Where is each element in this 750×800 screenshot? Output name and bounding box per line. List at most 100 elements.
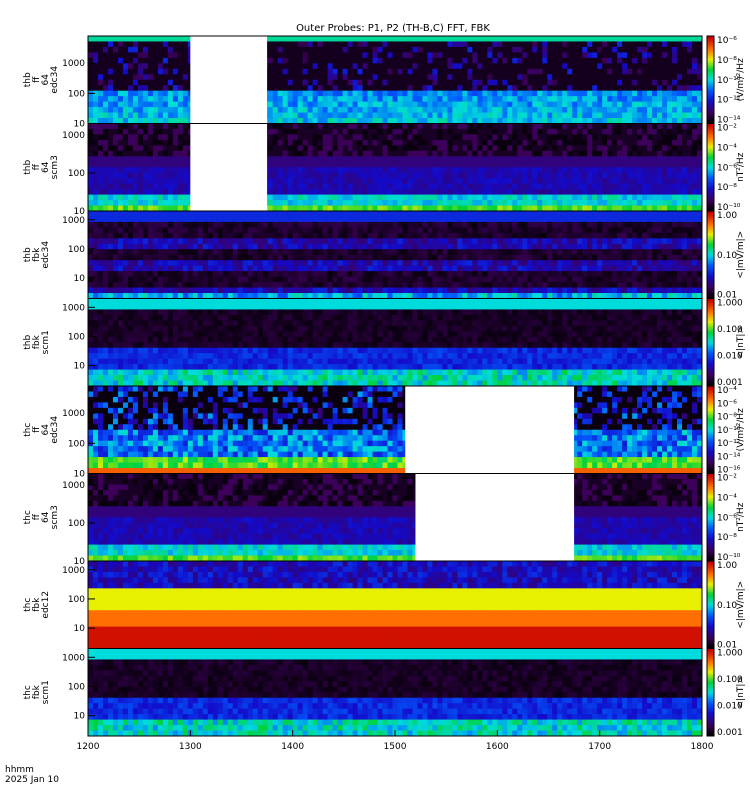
panel-label-line: 64 [41,74,51,86]
panel-label-line: thb [23,72,33,87]
y-tick-label: 1000 [62,566,85,576]
y-tick-label: 10 [74,120,86,130]
panel-8: 10 100 1000 thcfbkscm1 0.001 0.010 0.100 1.000 <… [23,648,746,738]
panel-label-line: 64 [41,161,51,173]
panel-label-line: scm1 [41,330,51,354]
colorbar-tick-label: 0.100 [717,675,743,685]
heatmap-cells [88,648,703,737]
x-axis: 1200 1300 1400 1500 1600 1700 1800 [77,730,714,752]
colorbar-tick-label: 10⁻⁶ [717,399,737,409]
colorbar-tick-label: 10⁻⁸ [717,413,737,423]
y-tick-label: 10 [74,557,86,567]
colorbar-unit: nT²/Hz [736,502,746,532]
panel-label-line: thc [23,423,33,437]
colorbar-tick-label: 10⁻⁸ [717,183,737,193]
panel-label-line: scm3 [50,155,60,179]
colorbar-tick-label: 10⁻⁶ [717,163,737,173]
y-tick-label: 1000 [62,131,85,141]
panel-label-line: thc [23,685,33,699]
y-tick-label: 1000 [62,59,85,69]
panel-label: thbfbkscm1 [23,330,51,354]
colorbar-tick-label: 10⁻² [717,474,737,484]
data-gap [415,473,575,561]
colorbar-unit: <|mV/m|> [736,581,746,629]
colorbar: 0.001 0.010 0.100 1.000 <|nT|> [706,298,746,388]
colorbar-unit: nT²/Hz [736,152,746,182]
data-gap [405,386,575,474]
panel-label: thbff64edc34 [23,66,60,94]
colorbar-tick-label: 10⁻⁴ [717,143,737,153]
colorbar-unit: <|nT|> [736,676,746,708]
y-tick-label: 1000 [62,481,85,491]
colorbar-tick-label: 0.100 [717,325,743,335]
y-tick-label: 10 [74,362,86,372]
colorbar-unit: (V/m)²/Hz [736,408,746,451]
panel-label-line: thb [23,159,33,174]
data-gap [190,36,268,124]
colorbar-tick-label: 10⁻¹² [717,439,741,449]
colorbar-tick-label: 10⁻¹⁰ [717,553,741,563]
colorbar: 0.01 0.10 1.00 <|mV/m|> [706,560,746,651]
panel-4: 10 100 1000 thbfbkscm1 0.001 0.010 0.100 1.000 <… [23,298,746,388]
panel-label-line: thc [23,598,33,612]
data-gap [190,123,268,211]
panel-label-line: edc12 [41,591,51,619]
y-tick-label: 100 [68,89,85,99]
panel-label-line: thb [23,247,33,262]
colorbar: 10⁻¹⁶ 10⁻¹⁴ 10⁻¹² 10⁻¹⁰ 10⁻⁸ 10⁻⁶ 10⁻⁴ (V/m)²/H… [706,385,746,476]
panel-label-line: scm1 [41,680,51,704]
y-tick-label: 1000 [62,303,85,313]
y-tick-label: 1000 [62,216,85,226]
heatmap-cells [88,473,703,562]
panel-6: 101001000thcff64scm310⁻¹⁰10⁻⁸10⁻⁶10⁻⁴10⁻… [23,473,746,567]
heatmap-cells [88,386,703,474]
panel-label-line: 64 [41,424,51,436]
y-tick-label: 10 [74,470,86,480]
figure-title: Outer Probes: P1, P2 (TH-B,C) FFT, FBK [296,23,490,34]
date-label: 2025 Jan 10 [5,775,59,785]
x-tick-label: 1400 [281,742,304,752]
heatmap-cells [88,561,703,649]
panel-7: 10 100 1000 thcfbkedc12 0.01 0.10 1.00 <|mV/m|> [23,560,746,651]
colorbar-tick-label: 10⁻¹⁰ [717,426,741,436]
colorbar-tick-label: 0.010 [717,702,743,712]
panel-label-line: edc34 [50,416,60,444]
panel-label: thbfbkedc34 [23,241,51,269]
colorbar: 10⁻¹⁰ 10⁻⁸ 10⁻⁶ 10⁻⁴ 10⁻² nT²/Hz [706,473,746,563]
y-tick-label: 10 [74,207,86,217]
colorbar-unit: (V/m)²/Hz [736,58,746,101]
heatmap-cells [88,298,703,387]
colorbar-tick-label: 10⁻⁴ [717,386,737,396]
panel-label: thcfbkscm1 [23,680,51,704]
colorbar-tick-label: 10⁻¹⁰ [717,203,741,213]
y-tick-label: 1000 [62,653,85,663]
colorbar-tick-label: 10⁻¹⁶ [717,466,741,476]
colorbar-tick-label: 10⁻⁸ [717,56,737,66]
y-tick-label: 10 [74,712,86,722]
colorbar-tick-label: 10⁻¹⁴ [717,116,741,126]
y-tick-label: 100 [68,169,85,179]
panel-stack: 101001000thbff64edc3410⁻¹⁴10⁻¹²10⁻¹⁰10⁻⁸… [23,35,746,738]
panel-label-line: ff [32,163,42,170]
colorbar: 0.001 0.010 0.100 1.000 <|nT|> [706,648,746,738]
panel-label-line: fbk [32,597,42,612]
panel-label-line: fbk [32,247,42,262]
x-tick-label: 1500 [384,742,407,752]
heatmap-cells [88,211,703,299]
panel-2: 101001000thbff64scm310⁻¹⁰10⁻⁸10⁻⁶10⁻⁴10⁻… [23,123,746,217]
y-tick-label: 100 [68,682,85,692]
panel-label-line: 64 [41,511,51,523]
colorbar-tick-label: 10⁻⁸ [717,533,737,543]
y-tick-label: 10 [74,624,86,634]
panel-3: 10 100 1000 thbfbkedc34 0.01 0.10 1.00 <|mV/m|> [23,210,746,301]
y-tick-label: 100 [68,519,85,529]
colorbar: 10⁻¹⁴ 10⁻¹² 10⁻¹⁰ 10⁻⁸ 10⁻⁶ (V/m)²/Hz [706,35,746,126]
panel-label-line: thb [23,334,33,349]
y-tick-label: 100 [68,595,85,605]
colorbar-tick-label: 10⁻⁶ [717,513,737,523]
panel-label: thcff64edc34 [23,416,60,444]
panel-label-line: ff [32,513,42,520]
colorbar-tick-label: 0.01 [717,291,737,301]
panel-label-line: fbk [32,334,42,349]
x-tick-label: 1300 [179,742,202,752]
